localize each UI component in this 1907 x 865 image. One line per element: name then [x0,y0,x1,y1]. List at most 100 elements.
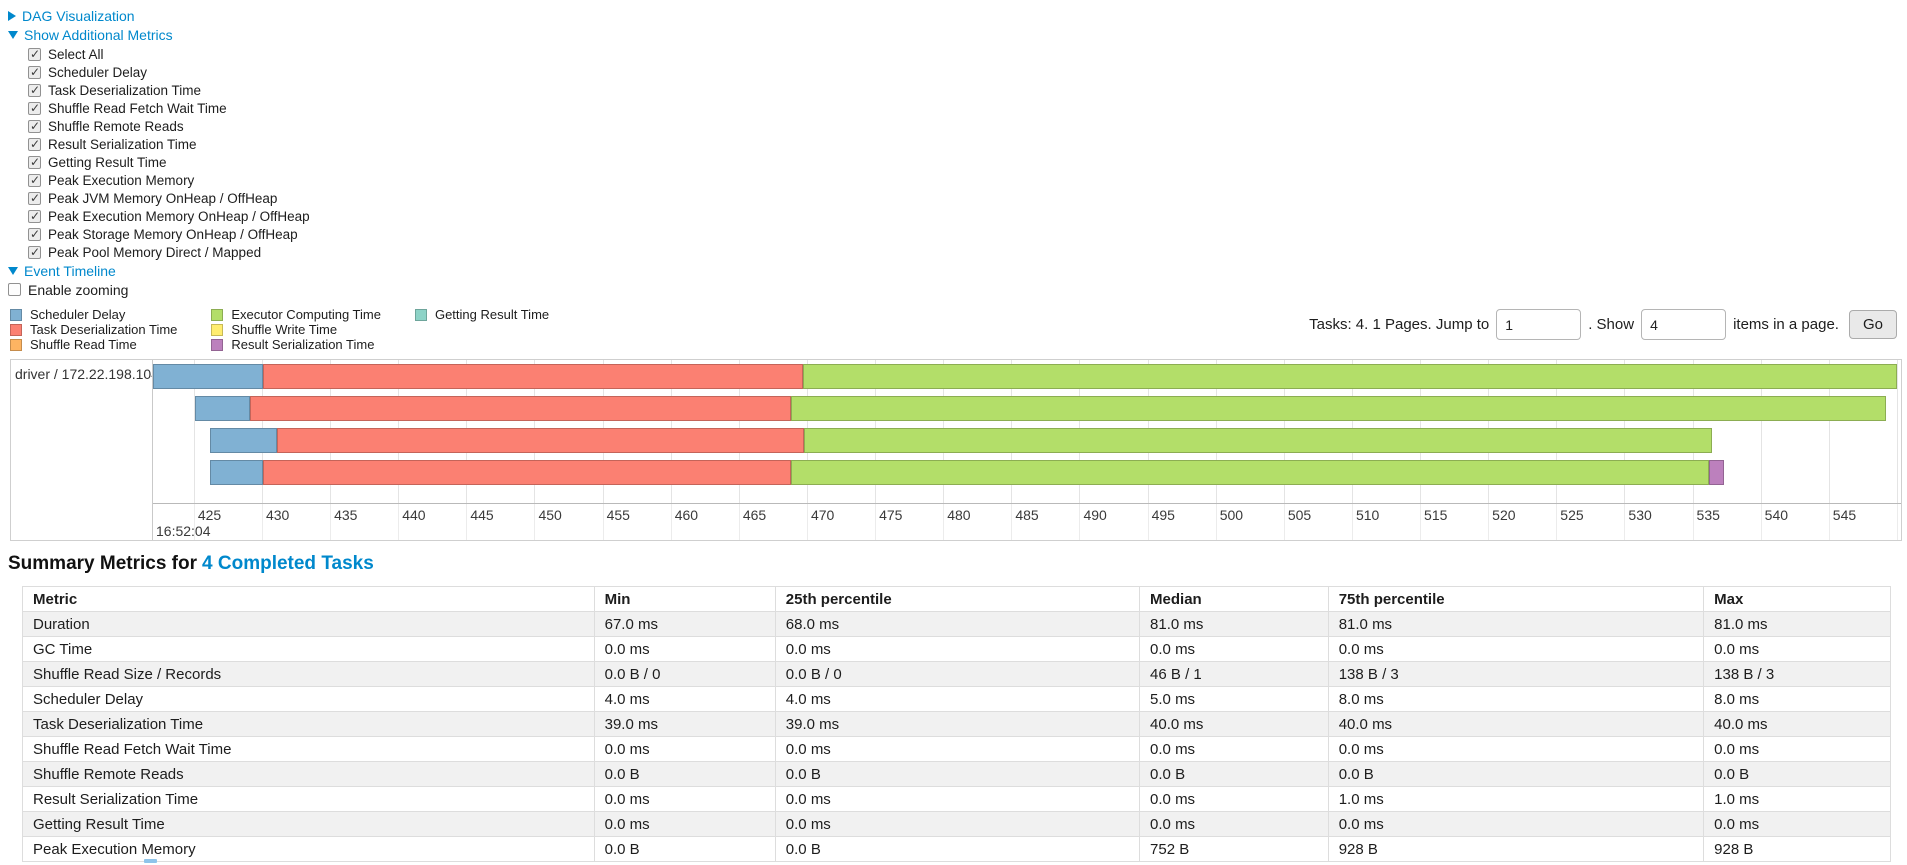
summary-column-header: Max [1703,586,1891,612]
task-bar-segment-task_deserialization[interactable] [276,428,805,453]
show-additional-metrics-toggle[interactable]: Show Additional Metrics [8,25,1907,44]
metric-checkbox[interactable] [28,245,41,259]
event-timeline-toggle[interactable]: Event Timeline [8,261,1907,280]
dag-visualization-toggle[interactable]: DAG Visualization [8,6,1907,25]
completed-tasks-link[interactable]: 4 Completed Tasks [202,553,374,574]
task-bar-segment-scheduler_delay[interactable] [210,428,277,453]
gridline [193,360,195,503]
summary-table-row: Shuffle Remote Reads 0.0 B 0.0 B 0.0 B 0.0 B… [22,761,1891,787]
task_deserialization-swatch-icon [10,323,22,336]
gridline [1760,360,1762,503]
metric-checkbox[interactable] [28,191,41,205]
metric-checkbox[interactable] [28,227,41,241]
triangle-right-icon [8,10,16,21]
summary-value-cell: 40.0 ms [1327,711,1705,737]
legend-label: Task Deserialization Time [30,322,178,337]
go-button[interactable]: Go [1848,310,1897,339]
axis-tick-label: 440 [402,507,426,523]
axis-tick-label: 425 [197,507,222,523]
metric-checkbox-row: Peak Pool Memory Direct / Mapped [28,243,1907,261]
summary-value-cell: 752 B [1139,836,1329,862]
metric-checkbox[interactable] [28,155,41,169]
summary-table-row: Duration 67.0 ms 68.0 ms 81.0 ms 81.0 ms 81.0… [22,611,1891,637]
axis-tick-label: 430 [265,507,290,523]
summary-value-cell: 39.0 ms [774,711,1141,737]
gridline [1011,504,1013,540]
metric-checkbox-row: Task Deserialization Time [28,81,1907,99]
summary-metric-cell: Result Serialization Time [22,786,595,812]
axis-tick-label: 545 [1832,507,1857,523]
metric-checkbox-label: Shuffle Remote Reads [48,118,184,134]
task-bar-segment-result_serialization[interactable] [1708,460,1724,485]
legend-item: Shuffle Write Time [211,322,381,337]
pagination-suffix: items in a page. [1733,316,1839,333]
gridline [1351,504,1353,540]
summary-column-header: 25th percentile [774,586,1141,612]
metric-checkbox-label: Scheduler Delay [48,64,148,80]
gridline [1828,504,1830,540]
enable-zooming-checkbox[interactable] [8,283,21,296]
summary-value-cell: 46 B / 1 [1139,661,1329,687]
metrics-checkbox-list: Select All Scheduler Delay Task Deserializ… [8,45,1907,261]
scheduler_delay-swatch-icon [10,308,22,321]
summary-value-cell: 67.0 ms [593,611,776,637]
dag-visualization-link[interactable]: DAG Visualization [22,7,135,24]
enable-zooming-row: Enable zooming [8,280,1907,299]
summary-table-row: Result Serialization Time 0.0 ms 0.0 ms 0.0… [22,786,1891,812]
task-bar-segment-executor_computing[interactable] [804,428,1712,453]
event-timeline-chart: driver / 172.22.198.104 16:52:04 425 430 4… [10,359,1902,541]
gridline [1215,504,1217,540]
event-timeline-link[interactable]: Event Timeline [24,262,116,279]
axis-tick-label: 535 [1696,507,1720,523]
metric-checkbox[interactable] [28,137,41,151]
summary-value-cell: 0.0 ms [1703,811,1891,837]
gridline [330,504,332,540]
gridline [1828,360,1830,503]
summary-metric-cell: Getting Result Time [22,811,595,837]
metric-checkbox[interactable] [28,209,41,223]
task-bar-segment-executor_computing[interactable] [790,460,1709,485]
task-bar-segment-task_deserialization[interactable] [249,396,791,421]
enable-zooming-label: Enable zooming [28,281,129,298]
summary-table-header-row: Metric Min 25th percentile Median 75th perce… [22,586,1891,612]
task-bar-segment-task_deserialization[interactable] [263,364,803,389]
summary-value-cell: 4.0 ms [774,686,1141,712]
metric-checkbox-row: Peak Execution Memory [28,171,1907,189]
summary-table-row: Shuffle Read Size / Records 0.0 B / 0 0.0 … [22,661,1891,687]
pagination-show-label: . Show [1588,316,1635,333]
metric-checkbox[interactable] [28,65,41,79]
summary-value-cell: 0.0 ms [593,811,776,837]
task-bar-segment-executor_computing[interactable] [802,364,1897,389]
metric-checkbox[interactable] [28,47,41,61]
axis-tick-label: 530 [1628,507,1652,523]
timeline-legend: Scheduler Delay Task Deserialization Time… [10,307,583,352]
gridline [261,504,263,540]
task-bar-segment-scheduler_delay[interactable] [210,460,264,485]
summary-value-cell: 1.0 ms [1327,786,1705,812]
executor-group-label: driver / 172.22.198.104 [15,366,152,382]
task-bar-segment-task_deserialization[interactable] [263,460,791,485]
legend-column: Getting Result Time [414,307,549,352]
metric-checkbox-label: Select All [48,46,104,62]
show-additional-metrics-link[interactable]: Show Additional Metrics [24,26,173,43]
metric-checkbox[interactable] [28,101,41,115]
axis-tick-label: 460 [674,507,699,523]
summary-value-cell: 928 B [1327,836,1705,862]
legend-label: Result Serialization Time [231,337,375,352]
summary-value-cell: 0.0 B [1327,761,1705,787]
items-per-page-input[interactable] [1641,309,1727,340]
summary-value-cell: 0.0 ms [774,811,1141,837]
task-bar-segment-scheduler_delay[interactable] [195,396,250,421]
task-bar-segment-executor_computing[interactable] [790,396,1886,421]
metric-checkbox[interactable] [28,173,41,187]
metric-checkbox-label: Peak Pool Memory Direct / Mapped [48,244,262,260]
summary-value-cell: 928 B [1703,836,1891,862]
pagination-summary: Tasks: 4. 1 Pages. Jump to [1309,316,1490,333]
metric-checkbox[interactable] [28,119,41,133]
axis-tick-label: 495 [1151,507,1175,523]
summary-table-body: Duration 67.0 ms 68.0 ms 81.0 ms 81.0 ms 81.0… [22,611,1891,862]
summary-heading-text: Summary Metrics for [8,553,198,574]
task-bar-segment-scheduler_delay[interactable] [153,364,264,389]
metric-checkbox[interactable] [28,83,41,97]
jump-to-page-input[interactable] [1496,309,1582,340]
